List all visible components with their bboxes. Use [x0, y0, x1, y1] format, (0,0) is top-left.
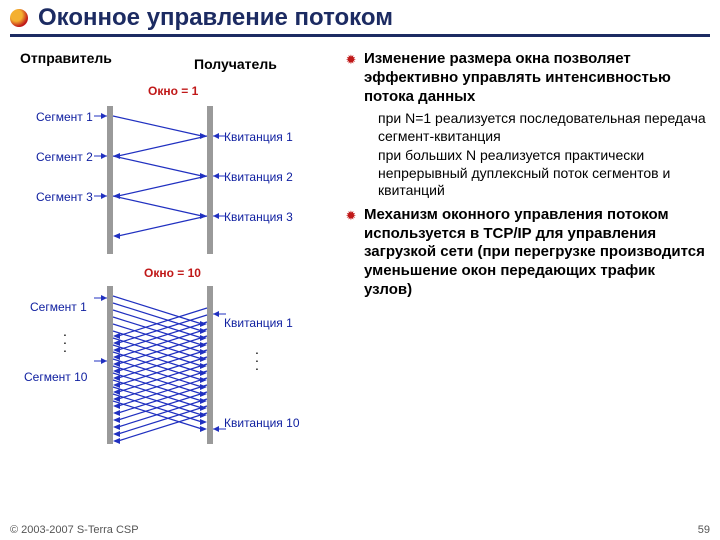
bullet-2: ✹ Механизм оконного управления потоком и… [344, 206, 706, 300]
slide: Оконное управление потоком Отправитель П… [0, 0, 720, 540]
text-panel: ✹ Изменение размера окна позволяет эффек… [340, 44, 720, 516]
title-bar: Оконное управление потоком [0, 0, 720, 34]
footer: © 2003-2007 S-Terra CSP 59 [10, 524, 710, 536]
title-underline [10, 34, 710, 37]
diagram-panel: Отправитель Получатель Окно = 1 Сегмент … [0, 44, 340, 516]
bullet-1-2: при больших N реализуется практически не… [378, 147, 706, 200]
bullet-2-text: Механизм оконного управления потоком исп… [364, 206, 706, 300]
footer-copyright: © 2003-2007 S-Terra CSP [10, 524, 139, 536]
slide-body: Отправитель Получатель Окно = 1 Сегмент … [0, 44, 720, 516]
bullet-1-1: при N=1 реализуется последовательная пер… [378, 110, 706, 145]
page-number: 59 [698, 524, 710, 536]
bullet-1-text: Изменение размера окна позволяет эффекти… [364, 50, 706, 106]
slide-title: Оконное управление потоком [38, 4, 393, 32]
sequence-diagram-svg [0, 44, 340, 514]
bullet-marker-icon: ✹ [344, 208, 358, 224]
title-bullet-icon [10, 9, 28, 27]
bullet-1: ✹ Изменение размера окна позволяет эффек… [344, 50, 706, 106]
bullet-marker-icon: ✹ [344, 52, 358, 68]
